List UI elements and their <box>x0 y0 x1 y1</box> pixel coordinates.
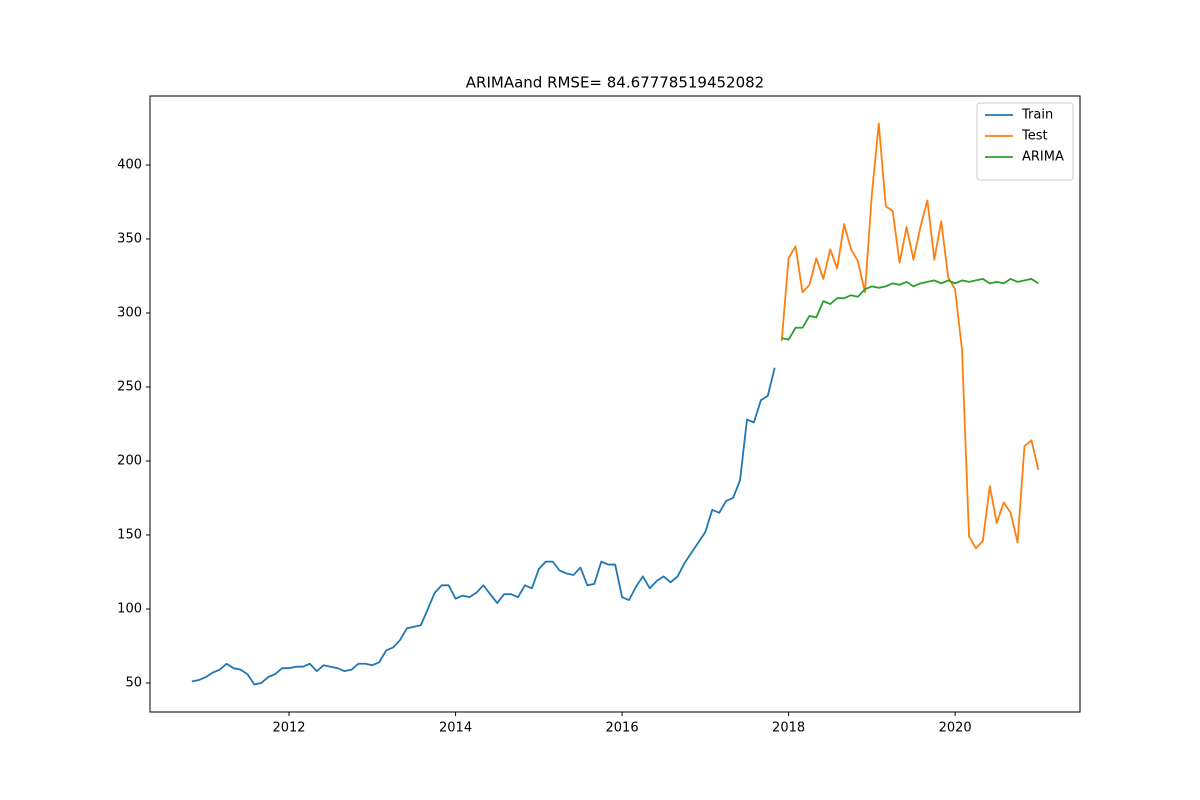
legend-label: Train <box>1021 108 1053 123</box>
x-tick-label: 2020 <box>939 721 972 736</box>
y-tick-label: 200 <box>117 453 142 468</box>
x-tick-label: 2018 <box>772 721 805 736</box>
y-tick-label: 300 <box>117 305 142 320</box>
y-tick-label: 350 <box>117 231 142 246</box>
legend-label: ARIMA <box>1022 150 1064 165</box>
y-tick-label: 50 <box>125 675 142 690</box>
y-tick-label: 100 <box>117 601 142 616</box>
plot-frame <box>149 95 1081 713</box>
series-line <box>781 278 1039 341</box>
series-line <box>780 122 1040 550</box>
y-tick-label: 400 <box>117 157 142 172</box>
series-line <box>191 367 776 686</box>
legend-box <box>976 102 1074 181</box>
x-tick-label: 2016 <box>606 721 639 736</box>
y-tick-label: 250 <box>117 379 142 394</box>
x-tick-label: 2014 <box>439 721 472 736</box>
chart-title: ARIMAand RMSE= 84.67778519452082 <box>466 74 764 92</box>
x-tick-label: 2012 <box>272 721 305 736</box>
legend-label: Test <box>1021 129 1048 144</box>
y-tick-label: 150 <box>117 527 142 542</box>
